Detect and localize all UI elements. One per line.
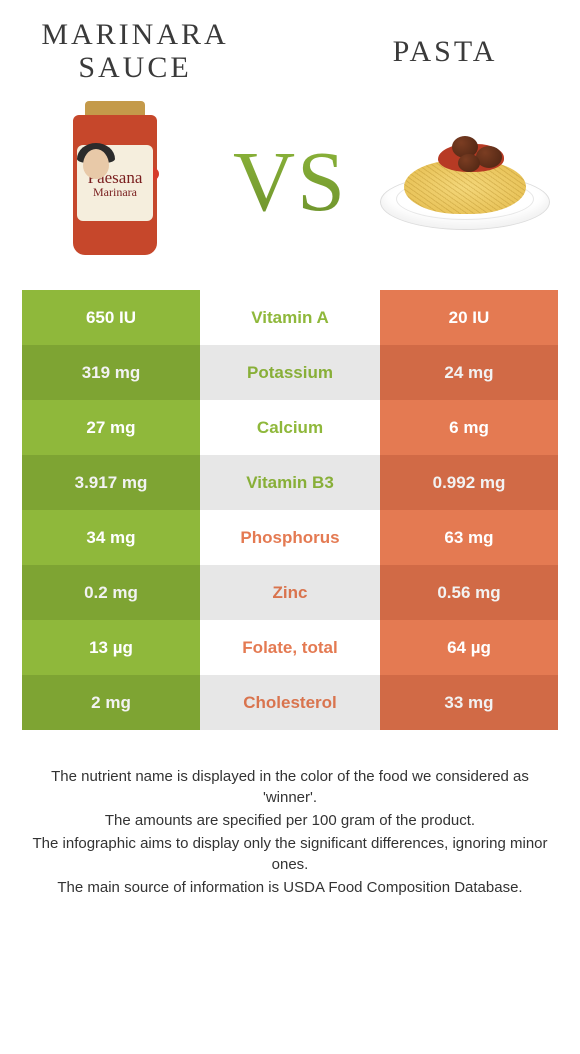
right-value: 33 mg: [380, 675, 558, 730]
marinara-jar-image: Paesana Marinara: [30, 96, 200, 266]
nutrient-label: Potassium: [200, 345, 380, 400]
left-food-title: MARINARA SAUCE: [30, 18, 240, 84]
left-value: 13 µg: [22, 620, 200, 675]
left-value: 2 mg: [22, 675, 200, 730]
header: MARINARA SAUCE PASTA: [0, 0, 580, 84]
right-value: 6 mg: [380, 400, 558, 455]
right-value: 64 µg: [380, 620, 558, 675]
nutrient-label: Folate, total: [200, 620, 380, 675]
right-value: 63 mg: [380, 510, 558, 565]
nutrient-label: Phosphorus: [200, 510, 380, 565]
footer-line-3: The infographic aims to display only the…: [22, 833, 558, 875]
table-row: 650 IUVitamin A20 IU: [22, 290, 558, 345]
nutrient-table: 650 IUVitamin A20 IU319 mgPotassium24 mg…: [22, 290, 558, 730]
table-row: 2 mgCholesterol33 mg: [22, 675, 558, 730]
right-food-title: PASTA: [393, 35, 498, 68]
footer-line-4: The main source of information is USDA F…: [22, 877, 558, 898]
right-value: 24 mg: [380, 345, 558, 400]
hero-row: Paesana Marinara VS: [0, 84, 580, 286]
footer-line-2: The amounts are specified per 100 gram o…: [22, 810, 558, 831]
nutrient-label: Calcium: [200, 400, 380, 455]
left-value: 0.2 mg: [22, 565, 200, 620]
table-row: 3.917 mgVitamin B30.992 mg: [22, 455, 558, 510]
jar-subtitle: Marinara: [93, 186, 137, 198]
nutrient-label: Cholesterol: [200, 675, 380, 730]
left-value: 319 mg: [22, 345, 200, 400]
table-row: 319 mgPotassium24 mg: [22, 345, 558, 400]
table-row: 27 mgCalcium6 mg: [22, 400, 558, 455]
right-value: 20 IU: [380, 290, 558, 345]
table-row: 34 mgPhosphorus63 mg: [22, 510, 558, 565]
left-value: 650 IU: [22, 290, 200, 345]
vs-label: VS: [233, 131, 347, 231]
nutrient-label: Vitamin B3: [200, 455, 380, 510]
footer-line-1: The nutrient name is displayed in the co…: [22, 766, 558, 808]
table-row: 0.2 mgZinc0.56 mg: [22, 565, 558, 620]
nutrient-label: Zinc: [200, 565, 380, 620]
header-right: PASTA: [340, 18, 550, 84]
header-left: MARINARA SAUCE: [30, 18, 240, 84]
right-value: 0.56 mg: [380, 565, 558, 620]
right-value: 0.992 mg: [380, 455, 558, 510]
left-value: 27 mg: [22, 400, 200, 455]
table-row: 13 µgFolate, total64 µg: [22, 620, 558, 675]
nutrient-label: Vitamin A: [200, 290, 380, 345]
left-value: 34 mg: [22, 510, 200, 565]
pasta-plate-image: [380, 96, 550, 266]
left-value: 3.917 mg: [22, 455, 200, 510]
footer-notes: The nutrient name is displayed in the co…: [22, 766, 558, 898]
